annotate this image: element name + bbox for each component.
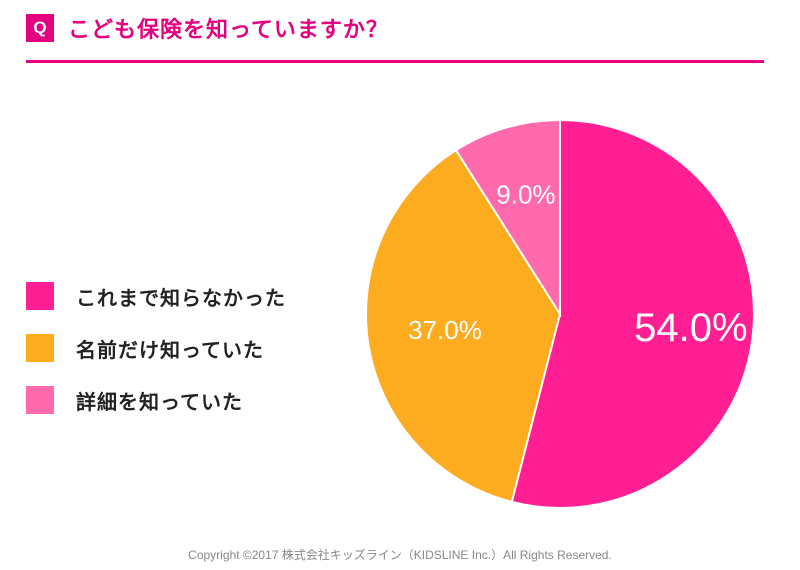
chart-legend: これまで知らなかった 名前だけ知っていた 詳細を知っていた: [26, 270, 286, 426]
slice-value-label: 9.0%: [496, 180, 555, 210]
slice-value-label: 54.0%: [634, 306, 747, 350]
legend-item: これまで知らなかった: [26, 270, 286, 322]
legend-swatch: [26, 334, 54, 362]
pie-slice: [454, 118, 561, 318]
legend-item: 名前だけ知っていた: [26, 322, 286, 374]
pie-slice: [510, 118, 755, 509]
legend-label: 名前だけ知っていた: [76, 337, 264, 362]
legend-swatch: [26, 386, 54, 414]
question-header: Q こども保険を知っていますか？: [26, 12, 389, 44]
legend-swatch: [26, 282, 54, 310]
legend-label: これまで知らなかった: [76, 285, 286, 310]
legend-item: 詳細を知っていた: [26, 374, 286, 426]
slice-value-label: 37.0%: [408, 315, 482, 345]
header-divider: [26, 60, 764, 63]
question-title: こども保険を知っていますか？: [68, 18, 389, 43]
copyright-footer: Copyright ©2017 株式会社キッズライン（KIDSLINE Inc.…: [188, 548, 612, 562]
legend-label: 詳細を知っていた: [76, 389, 243, 414]
question-badge: Q: [26, 14, 54, 42]
